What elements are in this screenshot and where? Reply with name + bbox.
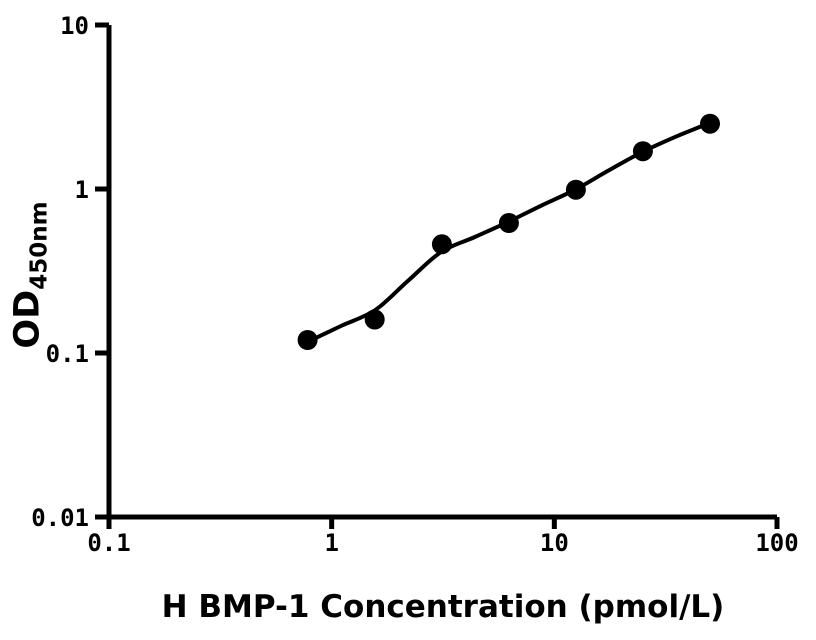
y-axis-title-main: OD (7, 289, 48, 349)
data-point (431, 234, 452, 255)
y-tick-label: 1 (75, 176, 89, 204)
x-axis-title: H BMP-1 Concentration (pmol/L) (161, 589, 725, 625)
x-tick-label: 1 (324, 529, 338, 557)
y-axis-title-sub: 450nm (26, 201, 53, 290)
data-point (364, 309, 385, 330)
x-tick-label: 10 (540, 529, 569, 557)
y-tick-label: 0.1 (46, 340, 89, 368)
data-point (498, 213, 519, 233)
axis-lines (106, 25, 777, 520)
data-point (565, 179, 586, 200)
y-axis-title: OD450nm (8, 201, 53, 348)
data-point (632, 141, 653, 162)
data-point (297, 330, 318, 350)
x-tick-label: 100 (755, 529, 798, 557)
x-tick-label: 0.1 (87, 529, 130, 557)
data-point (700, 113, 720, 134)
y-tick-label: 0.01 (31, 504, 89, 532)
y-tick-label: 10 (60, 12, 89, 40)
